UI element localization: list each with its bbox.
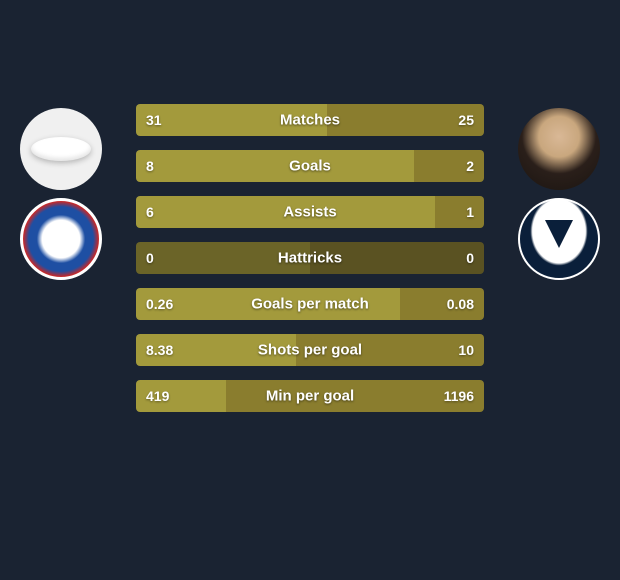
player1-avatar (20, 108, 102, 190)
stat-value-left: 8 (146, 158, 154, 174)
comparison-panel: 31 25 Matches 8 2 Goals 6 1 Assists 0 0 Hattricks 0.… (0, 108, 620, 438)
stat-row: 8 2 Goals (136, 150, 484, 182)
stat-value-left: 31 (146, 112, 162, 128)
stat-bars: 31 25 Matches 8 2 Goals 6 1 Assists 0 0 Hattricks 0.… (136, 104, 484, 426)
stat-label: Goals (289, 158, 331, 175)
stat-row: 31 25 Matches (136, 104, 484, 136)
player2-club-crest (518, 198, 600, 280)
stat-value-right: 25 (458, 112, 474, 128)
stat-bar-right (435, 196, 484, 228)
stat-value-right: 0 (466, 250, 474, 266)
stat-value-right: 2 (466, 158, 474, 174)
stat-label: Hattricks (278, 250, 342, 267)
stat-label: Shots per goal (258, 342, 362, 359)
stat-value-left: 6 (146, 204, 154, 220)
stat-label: Assists (283, 204, 336, 221)
stat-row: 6 1 Assists (136, 196, 484, 228)
stat-value-right: 1 (466, 204, 474, 220)
stat-value-right: 0.08 (447, 296, 474, 312)
stat-label: Min per goal (266, 388, 354, 405)
stat-value-right: 10 (458, 342, 474, 358)
stat-value-right: 1196 (444, 388, 474, 404)
stat-row: 419 1196 Min per goal (136, 380, 484, 412)
stat-label: Matches (280, 112, 340, 129)
player1-club-crest (20, 198, 102, 280)
stat-row: 8.38 10 Shots per goal (136, 334, 484, 366)
stat-value-left: 0.26 (146, 296, 173, 312)
stat-value-left: 419 (146, 388, 169, 404)
stat-bar-left (136, 150, 414, 182)
stat-value-left: 8.38 (146, 342, 173, 358)
stat-row: 0.26 0.08 Goals per match (136, 288, 484, 320)
player2-avatar (518, 108, 600, 190)
stat-value-left: 0 (146, 250, 154, 266)
stat-label: Goals per match (251, 296, 369, 313)
stat-row: 0 0 Hattricks (136, 242, 484, 274)
